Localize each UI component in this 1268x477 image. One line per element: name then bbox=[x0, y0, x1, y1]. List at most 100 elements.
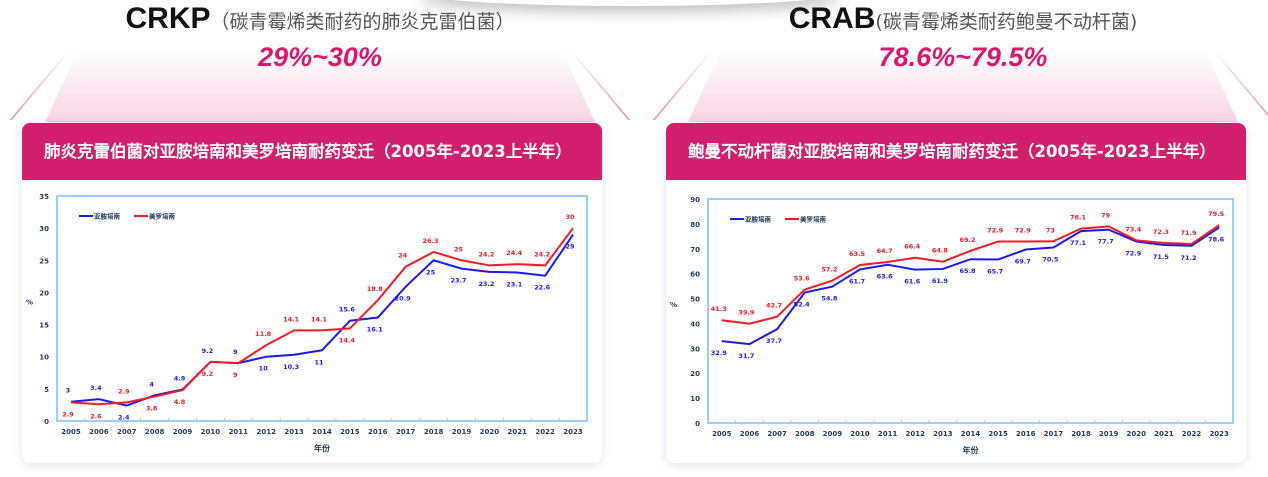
x-tick-label: 2010 bbox=[201, 428, 221, 436]
y-tick-label: 40 bbox=[690, 320, 700, 328]
data-label: 77.1 bbox=[1070, 239, 1087, 247]
x-tick-label: 2011 bbox=[878, 430, 898, 438]
y-tick-label: 5 bbox=[44, 386, 49, 394]
data-label: 78.6 bbox=[1208, 235, 1225, 243]
legend-label: 亚胺培南 bbox=[745, 215, 772, 224]
data-label: 9 bbox=[233, 348, 238, 356]
data-label: 70.5 bbox=[1042, 256, 1059, 264]
data-label: 42.7 bbox=[766, 302, 782, 310]
resistance-range: 29%~30% bbox=[258, 42, 382, 72]
y-axis-label: % bbox=[26, 299, 33, 307]
data-label: 2.9 bbox=[118, 387, 130, 395]
series-line-0 bbox=[721, 226, 1220, 346]
data-label: 37.7 bbox=[766, 337, 782, 345]
x-tick-label: 2017 bbox=[396, 428, 416, 436]
x-tick-label: 2014 bbox=[961, 430, 981, 438]
x-tick-label: 2010 bbox=[850, 430, 870, 438]
summary-title: CRAB(碳青霉烯类耐药鲍曼不动杆菌) bbox=[643, 2, 1268, 36]
data-label: 15.6 bbox=[339, 306, 356, 314]
data-label: 78.1 bbox=[1070, 214, 1087, 222]
x-tick-label: 2022 bbox=[535, 428, 555, 436]
x-tick-label: 2022 bbox=[1182, 430, 1202, 438]
x-tick-label: 2012 bbox=[256, 428, 276, 436]
data-label: 30 bbox=[566, 213, 576, 221]
x-tick-label: 2016 bbox=[1016, 430, 1036, 438]
x-tick-label: 2023 bbox=[1209, 430, 1229, 438]
x-axis-label: 年份 bbox=[314, 443, 331, 453]
organism-code: CRKP bbox=[125, 2, 211, 35]
x-tick-label: 2006 bbox=[89, 428, 109, 436]
data-label: 52.4 bbox=[794, 301, 811, 309]
x-tick-label: 2017 bbox=[1044, 430, 1064, 438]
data-label: 57.2 bbox=[821, 266, 837, 274]
x-tick-label: 2008 bbox=[145, 428, 165, 436]
y-tick-label: 30 bbox=[39, 225, 49, 233]
crkp-chart-card: 肺炎克雷伯菌对亚胺培南和美罗培南耐药变迁（2005年-2023上半年） 0 5 10… bbox=[22, 123, 602, 463]
data-label: 14.4 bbox=[339, 336, 356, 344]
data-label: 9.2 bbox=[202, 347, 214, 355]
data-label: 41.3 bbox=[711, 305, 727, 313]
data-label: 72.9 bbox=[1125, 250, 1142, 258]
data-label: 10 bbox=[259, 365, 269, 373]
data-label: 66.4 bbox=[904, 243, 921, 251]
x-tick-label: 2008 bbox=[795, 430, 815, 438]
data-label: 32.9 bbox=[711, 349, 728, 357]
data-label: 25 bbox=[426, 268, 436, 276]
y-tick-label: 90 bbox=[690, 196, 700, 204]
series-line-1 bbox=[70, 227, 574, 406]
x-tick-label: 2009 bbox=[823, 430, 843, 438]
legend-label: 美罗培南 bbox=[800, 215, 827, 224]
data-label: 2.4 bbox=[118, 414, 130, 422]
data-label: 18.8 bbox=[367, 285, 384, 293]
y-tick-label: 0 bbox=[695, 420, 700, 428]
data-label: 11 bbox=[314, 358, 324, 366]
y-tick-label: 0 bbox=[44, 418, 49, 426]
data-label: 10.3 bbox=[283, 363, 299, 371]
data-label: 23.1 bbox=[506, 281, 523, 289]
plot-area bbox=[707, 198, 1234, 424]
data-label: 65.7 bbox=[987, 267, 1003, 275]
chart-title: 肺炎克雷伯菌对亚胺培南和美罗培南耐药变迁（2005年-2023上半年） bbox=[22, 123, 602, 180]
chart-title: 鲍曼不动杆菌对亚胺培南和美罗培南耐药变迁（2005年-2023上半年） bbox=[666, 123, 1246, 180]
data-label: 26.3 bbox=[423, 237, 439, 245]
data-label: 61.9 bbox=[932, 277, 949, 285]
data-label: 14.1 bbox=[311, 315, 328, 323]
trapezoid-bg bbox=[45, 50, 595, 122]
x-tick-label: 2015 bbox=[988, 430, 1008, 438]
data-label: 53.6 bbox=[794, 275, 811, 283]
organism-desc: (碳青霉烯类耐药鲍曼不动杆菌) bbox=[875, 11, 1138, 33]
data-label: 77.7 bbox=[1098, 238, 1114, 246]
x-tick-label: 2005 bbox=[61, 428, 81, 436]
data-label: 73 bbox=[1046, 226, 1055, 234]
data-label: 2.9 bbox=[62, 410, 74, 418]
data-label: 79.5 bbox=[1208, 210, 1225, 218]
data-label: 25 bbox=[454, 245, 464, 253]
y-tick-label: 10 bbox=[690, 395, 700, 403]
x-tick-label: 2013 bbox=[933, 430, 953, 438]
y-tick-label: 70 bbox=[690, 246, 700, 254]
data-label: 61.7 bbox=[849, 277, 865, 285]
data-label: 61.6 bbox=[904, 278, 921, 286]
plot-area bbox=[56, 195, 588, 422]
data-label: 23.7 bbox=[450, 277, 466, 285]
data-label: 72.9 bbox=[987, 227, 1004, 235]
data-label: 39.9 bbox=[738, 309, 755, 317]
data-label: 24.4 bbox=[506, 249, 523, 257]
y-tick-label: 25 bbox=[39, 257, 49, 265]
data-label: 4.8 bbox=[174, 398, 186, 406]
trapezoid-bg bbox=[688, 50, 1238, 122]
y-tick-label: 35 bbox=[39, 193, 49, 201]
crab-line-chart: 0 10 20 30 40 50 60 70 80 90 2005 2006 2007 2008 2009 2… bbox=[670, 196, 1234, 455]
data-label: 71.5 bbox=[1153, 253, 1170, 261]
x-tick-label: 2007 bbox=[117, 428, 137, 436]
data-label: 63.5 bbox=[849, 250, 866, 258]
data-label: 29 bbox=[566, 243, 576, 251]
y-tick-label: 10 bbox=[39, 354, 49, 362]
data-label: 3.4 bbox=[90, 384, 102, 392]
x-tick-label: 2020 bbox=[1127, 430, 1147, 438]
data-label: 71.2 bbox=[1181, 254, 1197, 262]
crkp-line-chart: 0 5 10 15 20 25 30 35 2005 2006 2007 2008 2009 2010 20… bbox=[26, 193, 588, 453]
y-tick-label: 20 bbox=[690, 370, 700, 378]
x-tick-label: 2015 bbox=[340, 428, 360, 436]
x-tick-label: 2016 bbox=[368, 428, 388, 436]
